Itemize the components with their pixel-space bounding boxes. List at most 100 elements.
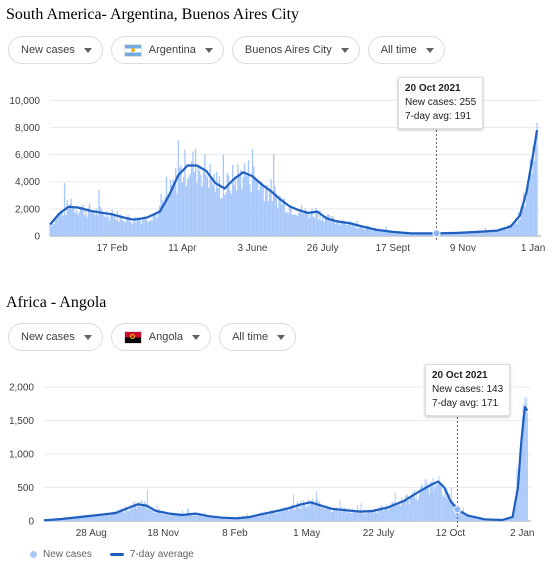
daily-case-bar xyxy=(194,514,196,521)
metric-dropdown[interactable]: New cases xyxy=(8,36,103,64)
daily-case-bar xyxy=(380,230,382,236)
daily-case-bar xyxy=(425,233,427,236)
daily-case-bar xyxy=(430,233,432,236)
caret-down-icon xyxy=(192,334,201,340)
daily-case-bar xyxy=(305,507,307,521)
tooltip-average: 7-day avg: 191 xyxy=(405,111,472,122)
daily-case-bar xyxy=(228,517,230,521)
legend-item-cases[interactable]: New cases xyxy=(30,549,92,560)
time-range-dropdown-label: All time xyxy=(380,44,417,56)
daily-case-bar xyxy=(330,511,332,521)
daily-case-bar xyxy=(374,227,377,236)
daily-case-bar xyxy=(513,222,516,236)
daily-case-bar xyxy=(150,510,152,521)
daily-case-bar xyxy=(313,505,315,521)
country-dropdown[interactable]: Angola xyxy=(110,323,212,351)
daily-case-bar xyxy=(158,510,160,521)
daily-case-bar xyxy=(140,500,142,521)
time-range-dropdown[interactable]: All time xyxy=(367,36,445,64)
daily-case-bar xyxy=(397,505,399,521)
daily-case-bar xyxy=(268,513,270,521)
daily-case-bar xyxy=(215,517,217,521)
daily-case-bar xyxy=(225,192,227,236)
daily-case-bar xyxy=(111,514,113,521)
daily-case-bar xyxy=(175,513,177,521)
daily-case-bar xyxy=(413,496,415,521)
daily-case-bar xyxy=(194,148,197,236)
daily-case-bar xyxy=(494,231,496,236)
daily-case-bar xyxy=(475,517,477,521)
daily-case-bar xyxy=(96,514,98,521)
daily-case-bar xyxy=(226,173,229,236)
daily-case-bar xyxy=(392,231,394,236)
daily-case-bar xyxy=(315,500,316,521)
x-tick-label: 18 Nov xyxy=(147,528,179,539)
x-tick-label: 2 Jan xyxy=(510,528,534,539)
daily-case-bar xyxy=(196,183,198,236)
daily-case-bar xyxy=(271,201,274,236)
metric-dropdown[interactable]: New cases xyxy=(8,323,103,351)
daily-case-bar xyxy=(50,225,52,236)
daily-case-bar xyxy=(398,501,400,521)
daily-case-bar xyxy=(218,176,221,236)
daily-case-bar xyxy=(257,516,259,521)
argentina-cases-chart[interactable]: 0 2,000 4,000 6,000 8,000 10,000 17 Feb 11 Apr 3… xyxy=(0,70,559,270)
daily-case-bar xyxy=(299,211,301,236)
country-dropdown[interactable]: Argentina xyxy=(110,36,224,64)
daily-case-bar xyxy=(469,515,471,521)
daily-case-bar xyxy=(347,224,349,236)
daily-case-bar xyxy=(246,176,248,236)
daily-case-bar xyxy=(351,226,353,236)
daily-case-bar xyxy=(396,503,398,521)
y-tick-label: 2,000 xyxy=(9,383,34,394)
daily-case-bar xyxy=(292,214,295,236)
daily-case-bar xyxy=(107,216,109,236)
daily-case-bar xyxy=(400,232,402,236)
daily-case-bar xyxy=(464,514,466,521)
daily-case-bar xyxy=(130,221,132,236)
daily-case-bar xyxy=(290,505,292,521)
daily-case-bar xyxy=(122,220,124,236)
daily-case-bar xyxy=(426,478,428,521)
daily-case-bar xyxy=(410,234,412,236)
daily-case-bar xyxy=(136,509,138,521)
legend-item-average[interactable]: 7-day average xyxy=(109,549,194,560)
daily-case-bar xyxy=(211,516,213,521)
daily-case-bar xyxy=(303,212,305,236)
daily-case-bar xyxy=(453,502,455,521)
daily-case-bar xyxy=(426,233,428,236)
daily-case-bar xyxy=(259,513,261,521)
daily-case-bar xyxy=(432,477,434,521)
daily-case-bar xyxy=(433,491,435,521)
daily-case-bar xyxy=(148,221,150,236)
time-range-dropdown[interactable]: All time xyxy=(219,323,297,351)
highlight-point xyxy=(453,505,462,514)
daily-case-bar xyxy=(209,515,210,521)
daily-case-bar xyxy=(369,227,371,236)
daily-case-bar xyxy=(427,487,429,521)
daily-case-bar xyxy=(90,211,92,236)
daily-case-bar xyxy=(245,517,247,521)
daily-case-bar xyxy=(99,514,101,521)
daily-case-bar xyxy=(327,213,329,236)
daily-case-bar xyxy=(279,196,281,236)
daily-case-bar xyxy=(521,206,524,236)
daily-case-bar xyxy=(49,224,51,236)
daily-case-bar xyxy=(189,512,191,521)
caret-down-icon xyxy=(425,47,434,53)
daily-case-bar xyxy=(357,228,360,236)
daily-case-bar xyxy=(383,510,385,521)
daily-case-bar xyxy=(400,505,401,521)
daily-case-bar xyxy=(86,517,88,521)
daily-case-bar xyxy=(528,185,530,236)
legend-line-icon xyxy=(109,553,124,556)
daily-case-bar xyxy=(225,518,227,521)
tooltip-new-cases: New cases: 255 xyxy=(405,97,477,108)
daily-case-bar xyxy=(230,517,232,521)
daily-case-bar xyxy=(287,213,289,236)
daily-case-bar xyxy=(404,498,406,521)
region-dropdown[interactable]: Buenos Aires City xyxy=(231,36,360,64)
angola-cases-chart[interactable]: 0 500 1,000 1,500 2,000 28 Aug 18 Nov 8 Feb 1 Ma… xyxy=(0,357,559,542)
daily-case-bar xyxy=(256,516,258,521)
daily-case-bar xyxy=(411,494,413,521)
